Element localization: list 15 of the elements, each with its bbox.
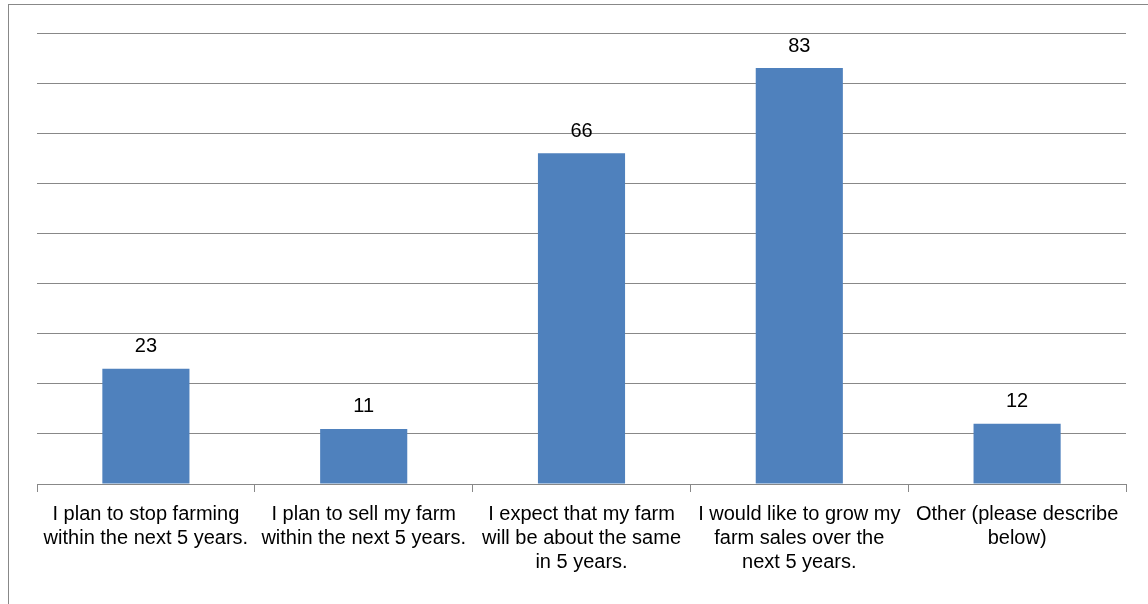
bar xyxy=(973,423,1061,484)
data-label: 83 xyxy=(788,33,811,56)
x-tick-label: I plan to stop farming within the next 5 years. xyxy=(42,501,249,548)
bar xyxy=(102,368,190,484)
x-tick-label: I plan to sell my farm within the next 5 years. xyxy=(260,501,466,548)
data-label: 66 xyxy=(570,118,593,141)
bar xyxy=(537,153,626,484)
bar xyxy=(755,68,843,484)
x-tick-label: I would like to grow my farm sales over the next 5 years. xyxy=(698,501,901,572)
bar xyxy=(320,428,408,484)
x-tick-label: I expect that my farm will be about the same in 5 years. xyxy=(480,501,682,572)
x-tick-label: Other (please describe below) xyxy=(915,501,1119,548)
data-label: 11 xyxy=(353,394,375,417)
data-label: 23 xyxy=(134,334,158,357)
data-label: 12 xyxy=(1005,389,1029,412)
